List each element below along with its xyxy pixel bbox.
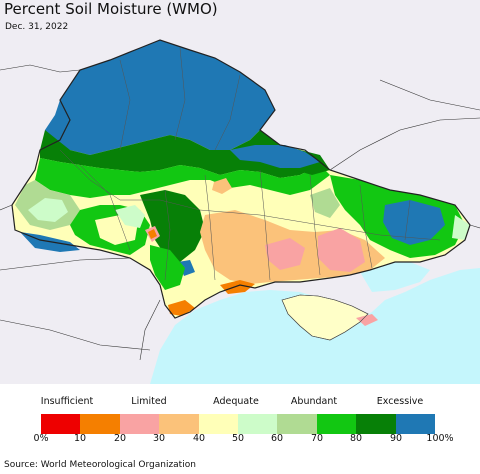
legend-tick-50: 50: [231, 433, 245, 444]
legend-swatch-70-80: [316, 414, 357, 434]
legend-swatch-20-30: [119, 414, 160, 434]
azov-sea: [360, 262, 430, 292]
legend-swatch-90-100: [395, 414, 436, 434]
legend-category-excessive: Excessive: [376, 396, 424, 407]
zone-dark-green-central: [140, 190, 205, 262]
soil-moisture-map: [0, 0, 480, 384]
crimea-east-patch: [356, 314, 378, 326]
map-date: Dec. 31, 2022: [5, 22, 69, 32]
legend-tick-30: 30: [152, 433, 166, 444]
zone-abundant-east: [310, 188, 340, 218]
neighbor-borders: [0, 64, 480, 361]
map-svg: [0, 0, 480, 384]
legend-tick-100: 100%: [426, 433, 454, 444]
legend-tick-0: 0%: [33, 433, 49, 444]
zone-deficit-odesa: [168, 300, 195, 316]
legend-swatch-60-70: [277, 414, 317, 434]
legend-tick-40: 40: [192, 433, 206, 444]
legend-swatch-50-60: [238, 414, 278, 434]
legend-swatch-30-40: [159, 414, 199, 434]
legend-tick-80: 80: [349, 433, 363, 444]
oblast-borders: [59, 47, 441, 281]
zone-deficit-coast: [220, 280, 255, 294]
legend: Insufficient Limited Adequate Abundant E…: [0, 384, 480, 454]
legend-category-limited: Limited: [131, 396, 167, 407]
legend-color-bar: [41, 414, 436, 434]
legend-category-abundant: Abundant: [290, 396, 338, 407]
legend-swatch-40-50: [198, 414, 239, 434]
legend-tick-60: 60: [270, 433, 284, 444]
zone-dark-green-north: [40, 130, 320, 178]
legend-swatch-0-10: [41, 414, 81, 434]
zone-excessive-north: [45, 40, 275, 155]
zone-limited-spot-east: [212, 178, 232, 194]
map-title: Percent Soil Moisture (WMO): [4, 0, 218, 18]
zone-blue-central-spot: [178, 260, 195, 276]
zone-green-band: [35, 158, 330, 198]
zone-moderate-central: [115, 205, 145, 228]
legend-swatch-80-90: [356, 414, 396, 434]
zone-insufficient-southeast: [318, 228, 365, 272]
legend-swatch-10-20: [80, 414, 120, 434]
crimea-border: [281, 294, 369, 341]
legend-category-insufficient: Insufficient: [40, 396, 94, 407]
zone-green-south-central: [150, 245, 185, 290]
legend-tick-20: 20: [113, 433, 127, 444]
legend-tick-70: 70: [310, 433, 324, 444]
legend-tick-10: 10: [73, 433, 87, 444]
zone-insufficient-south: [265, 238, 305, 270]
zone-blue-northeast: [230, 145, 320, 168]
legend-category-adequate: Adequate: [213, 396, 259, 407]
zone-moderate-east: [452, 215, 470, 240]
zone-deficit-spot: [148, 229, 157, 239]
source-credit: Source: World Meteorological Organizatio…: [4, 460, 196, 470]
zone-blue-east: [383, 200, 445, 245]
legend-tick-90: 90: [389, 433, 403, 444]
zone-wet-west: [28, 198, 68, 222]
